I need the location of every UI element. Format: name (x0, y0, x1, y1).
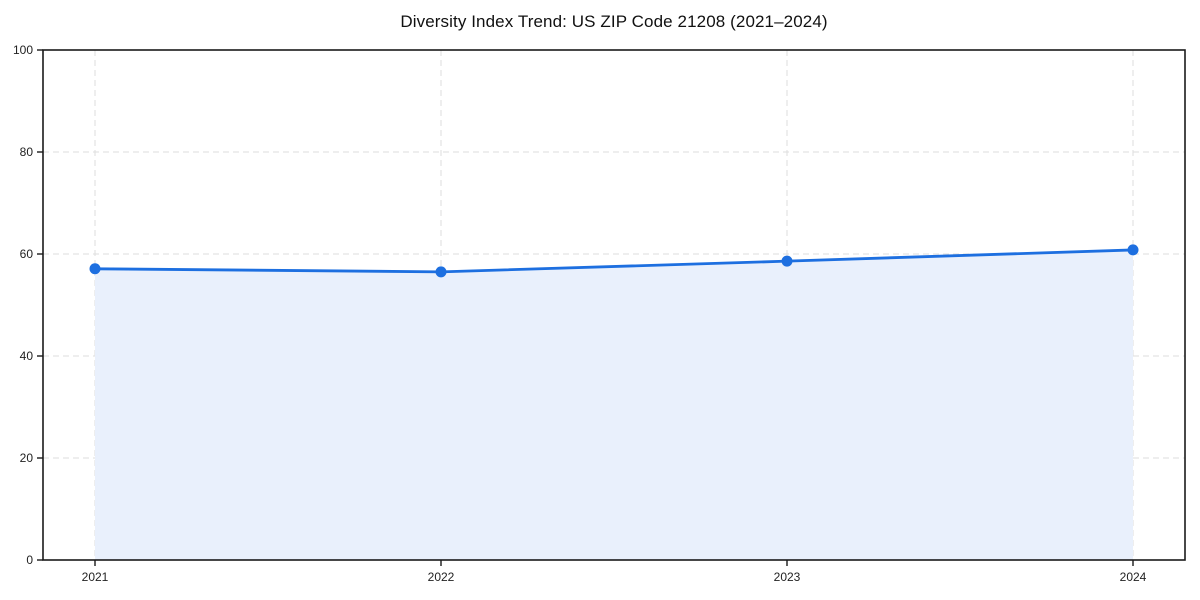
chart-title: Diversity Index Trend: US ZIP Code 21208… (400, 12, 828, 31)
y-tick-label: 80 (20, 145, 34, 159)
x-tick-label: 2024 (1120, 570, 1147, 584)
y-tick-label: 100 (13, 43, 33, 57)
area-fill (95, 249, 1133, 561)
data-point (1127, 244, 1139, 256)
y-tick-label: 60 (20, 247, 34, 261)
plot-border (42, 49, 1186, 561)
trend-line (93, 248, 1135, 274)
y-tick-label: 0 (26, 553, 33, 567)
x-tick-label: 2022 (428, 570, 455, 584)
data-point (89, 263, 101, 275)
x-tick-label: 2023 (774, 570, 801, 584)
y-tick-label: 20 (20, 451, 34, 465)
data-point (781, 255, 793, 267)
x-tick-label: 2021 (82, 570, 109, 584)
data-point (435, 266, 447, 278)
y-tick-label: 40 (20, 349, 34, 363)
